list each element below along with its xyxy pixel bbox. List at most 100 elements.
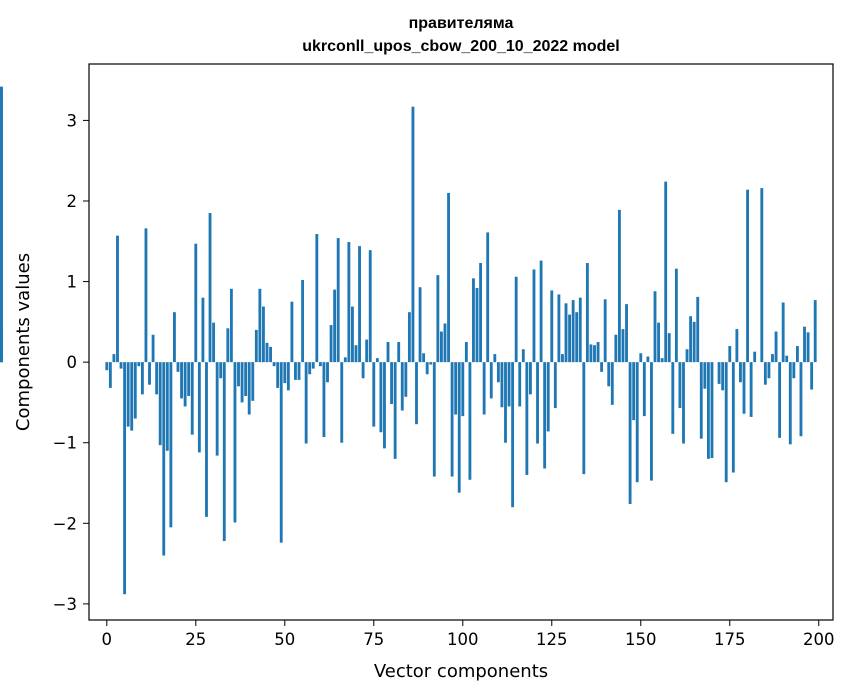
bar	[311, 362, 315, 369]
bar	[265, 342, 269, 363]
bar	[244, 362, 248, 396]
bar	[625, 304, 628, 363]
bar	[315, 234, 319, 363]
bar	[571, 300, 575, 363]
bar	[180, 362, 183, 399]
bar	[699, 362, 703, 439]
bar	[593, 345, 596, 363]
bar	[461, 362, 465, 417]
bar	[130, 362, 134, 431]
bar	[286, 362, 290, 391]
bar	[158, 362, 162, 446]
x-axis-label: Vector components	[374, 661, 548, 682]
bar	[404, 362, 408, 397]
y-tick-label: 1	[67, 273, 78, 292]
bar	[151, 334, 155, 363]
bar	[536, 362, 539, 444]
bar	[650, 362, 653, 481]
bar	[233, 362, 237, 523]
bar	[247, 362, 251, 415]
bar	[710, 362, 714, 459]
bar	[628, 362, 632, 504]
bar	[148, 362, 151, 385]
x-tick-label: 100	[447, 630, 479, 649]
bar	[621, 329, 625, 363]
bar	[133, 362, 137, 419]
bar	[140, 362, 144, 395]
bar	[173, 312, 176, 363]
bar	[126, 362, 130, 427]
bar	[792, 362, 796, 379]
bar	[329, 325, 333, 363]
x-tick-label: 25	[185, 630, 206, 649]
bar	[546, 362, 550, 432]
bar	[418, 287, 422, 363]
bar	[0, 86, 3, 363]
bar	[201, 297, 205, 363]
bar	[219, 362, 223, 379]
bar	[415, 362, 418, 425]
bar	[429, 362, 433, 365]
bar	[721, 362, 725, 391]
bar	[468, 362, 472, 480]
bar	[283, 362, 287, 384]
y-axis-label: Components values	[13, 253, 34, 431]
bar	[717, 362, 721, 384]
bar	[397, 342, 401, 363]
bar	[731, 362, 735, 473]
bar	[589, 344, 593, 363]
bar	[368, 250, 372, 363]
bars-layer	[0, 86, 817, 595]
bar	[383, 362, 386, 449]
chart-title: правителяма	[409, 15, 514, 32]
bar	[728, 346, 732, 363]
bar	[785, 355, 789, 363]
bar	[187, 362, 191, 396]
bar	[507, 362, 511, 407]
bar	[137, 362, 141, 367]
bar	[472, 278, 475, 363]
bar	[749, 362, 753, 417]
bar	[568, 314, 571, 363]
x-tick-label: 175	[714, 630, 746, 649]
bar	[788, 362, 792, 445]
bar	[454, 362, 458, 415]
x-tick-label: 125	[536, 630, 568, 649]
y-tick-label: 3	[67, 111, 78, 130]
bar	[226, 328, 230, 363]
bar	[194, 243, 198, 363]
bar	[301, 279, 305, 363]
bar	[375, 358, 379, 363]
bar	[450, 362, 454, 477]
bar	[557, 294, 561, 363]
bar	[105, 362, 109, 371]
y-tick-label: 2	[67, 192, 78, 211]
bar	[294, 362, 297, 380]
x-tick-label: 0	[102, 630, 113, 649]
bar	[176, 362, 180, 372]
bar	[685, 349, 689, 363]
bar	[760, 188, 764, 363]
bar	[585, 263, 589, 363]
bar	[671, 362, 675, 434]
bar	[379, 362, 383, 433]
y-tick-label: −3	[53, 595, 77, 614]
bar	[326, 362, 329, 383]
bar	[664, 181, 668, 363]
bar	[724, 362, 728, 483]
bar	[489, 362, 493, 399]
bar	[795, 346, 799, 363]
bar	[343, 357, 347, 363]
bar	[504, 362, 507, 443]
bar	[297, 362, 301, 380]
bar	[112, 354, 116, 363]
bar	[561, 354, 564, 363]
bar	[208, 213, 212, 363]
bar	[521, 349, 525, 363]
bar	[514, 276, 518, 363]
bar	[742, 362, 746, 414]
bar	[610, 362, 614, 405]
bar	[212, 322, 216, 363]
